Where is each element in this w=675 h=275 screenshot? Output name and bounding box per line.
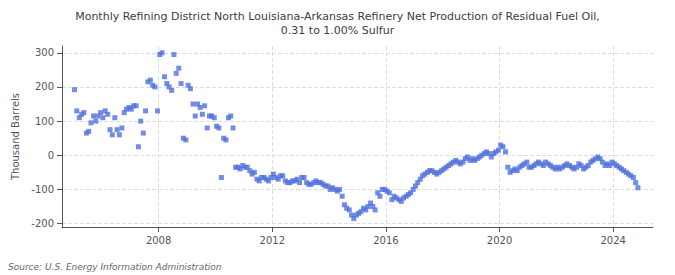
svg-text:300: 300	[35, 47, 54, 58]
svg-text:0: 0	[48, 150, 54, 161]
svg-text:0.31 to 1.00% Sulfur: 0.31 to 1.00% Sulfur	[281, 24, 395, 37]
svg-text:-100: -100	[31, 184, 54, 195]
svg-text:Source: U.S. Energy Informatio: Source: U.S. Energy Information Administ…	[8, 262, 222, 272]
svg-text:2016: 2016	[373, 235, 398, 246]
svg-text:2012: 2012	[260, 235, 285, 246]
svg-text:2008: 2008	[146, 235, 171, 246]
svg-text:200: 200	[35, 81, 54, 92]
svg-text:2024: 2024	[600, 235, 625, 246]
svg-text:-200: -200	[31, 218, 54, 229]
svg-text:Monthly Refining District Nort: Monthly Refining District North Louisian…	[75, 10, 600, 23]
svg-text:Thousand Barrels: Thousand Barrels	[10, 93, 21, 181]
svg-text:100: 100	[35, 116, 54, 127]
svg-text:2020: 2020	[487, 235, 512, 246]
